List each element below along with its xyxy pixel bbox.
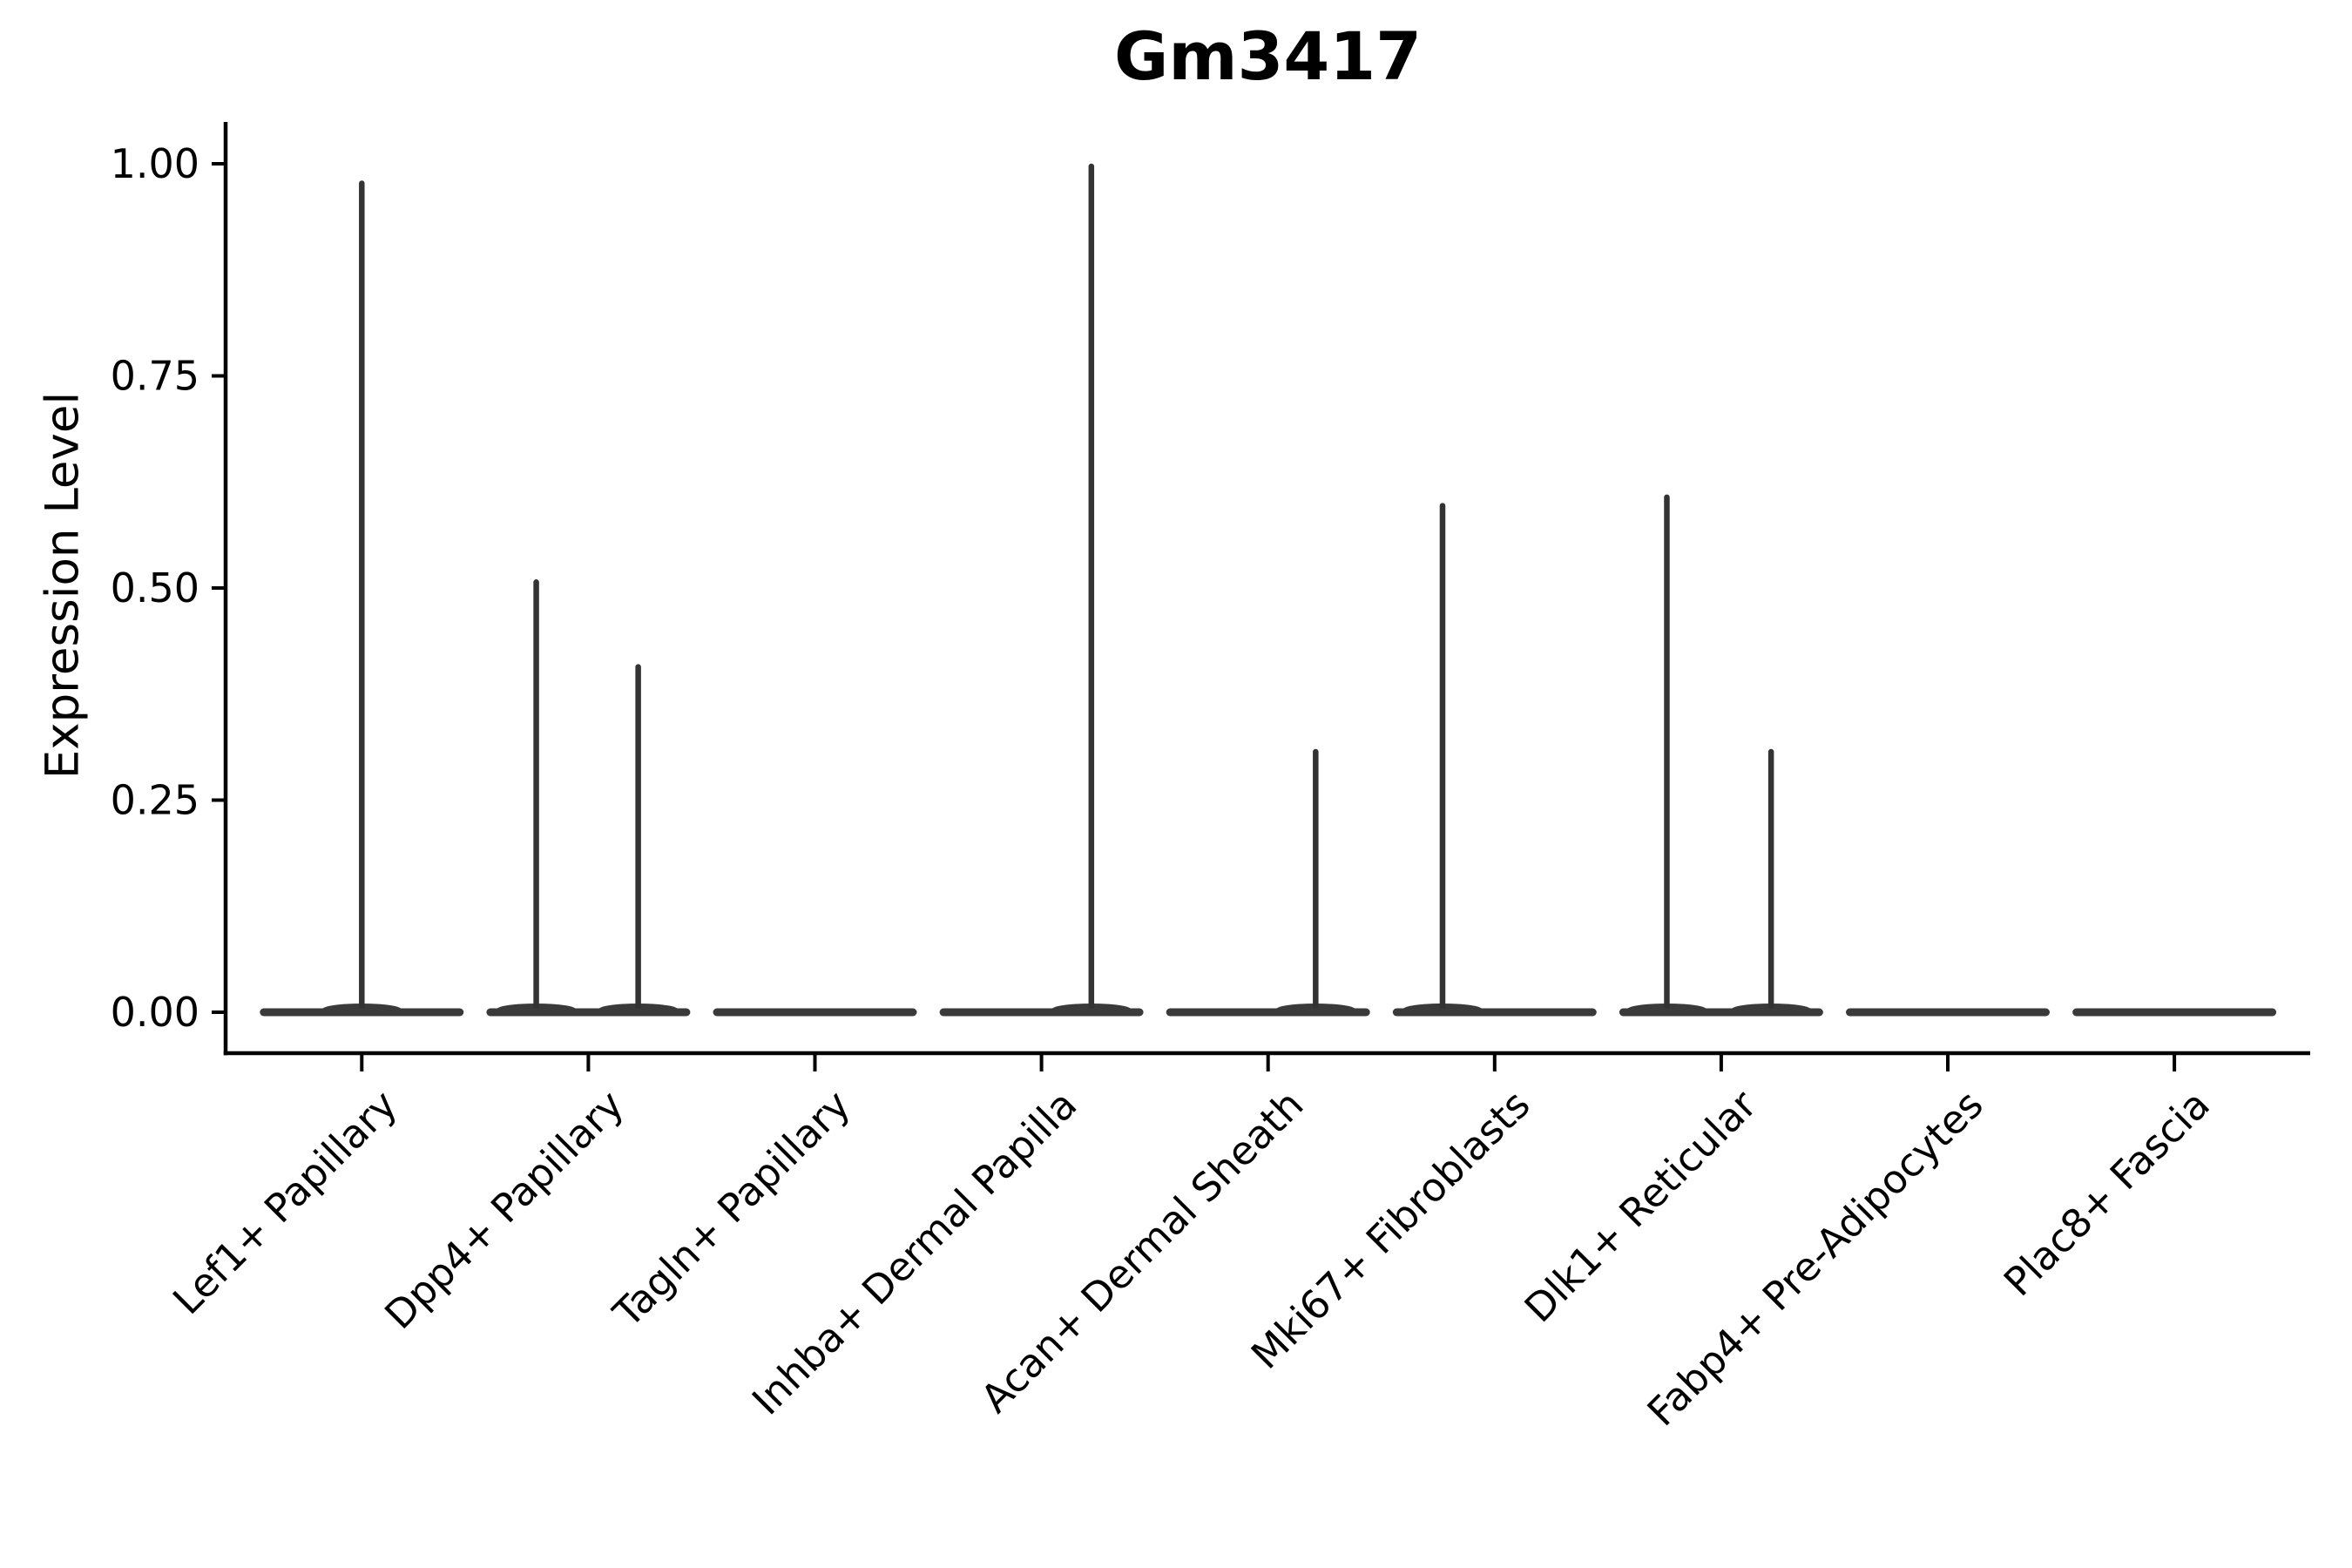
violin-body-5	[1166, 1008, 1370, 1017]
y-tick-label: 0.75	[111, 353, 199, 400]
x-tick-label: Tagln+ Papillary	[604, 1081, 859, 1336]
violin-body-7	[1619, 1008, 1823, 1017]
violin-body-1	[260, 1008, 464, 1017]
violin-body-2	[486, 1008, 691, 1017]
violin-body-6	[1392, 1008, 1597, 1017]
y-tick-label: 0.50	[111, 564, 199, 612]
x-tick-label: Dlk1+ Reticular	[1516, 1081, 1766, 1331]
chart-title: Gm3417	[1113, 17, 1423, 95]
y-tick-label: 0.00	[111, 989, 199, 1036]
violin-body-8	[1846, 1008, 2050, 1017]
violin-body-4	[939, 1008, 1144, 1017]
violin-body-9	[2072, 1008, 2277, 1017]
x-tick-label: Dpp4+ Papillary	[375, 1081, 632, 1338]
x-tick-label: Plac8+ Fascia	[1995, 1081, 2219, 1305]
x-tick-label: Lef1+ Papillary	[164, 1081, 406, 1323]
y-tick-label: 0.25	[111, 777, 199, 824]
y-tick-label: 1.00	[111, 140, 199, 187]
violin-body-3	[713, 1008, 917, 1017]
